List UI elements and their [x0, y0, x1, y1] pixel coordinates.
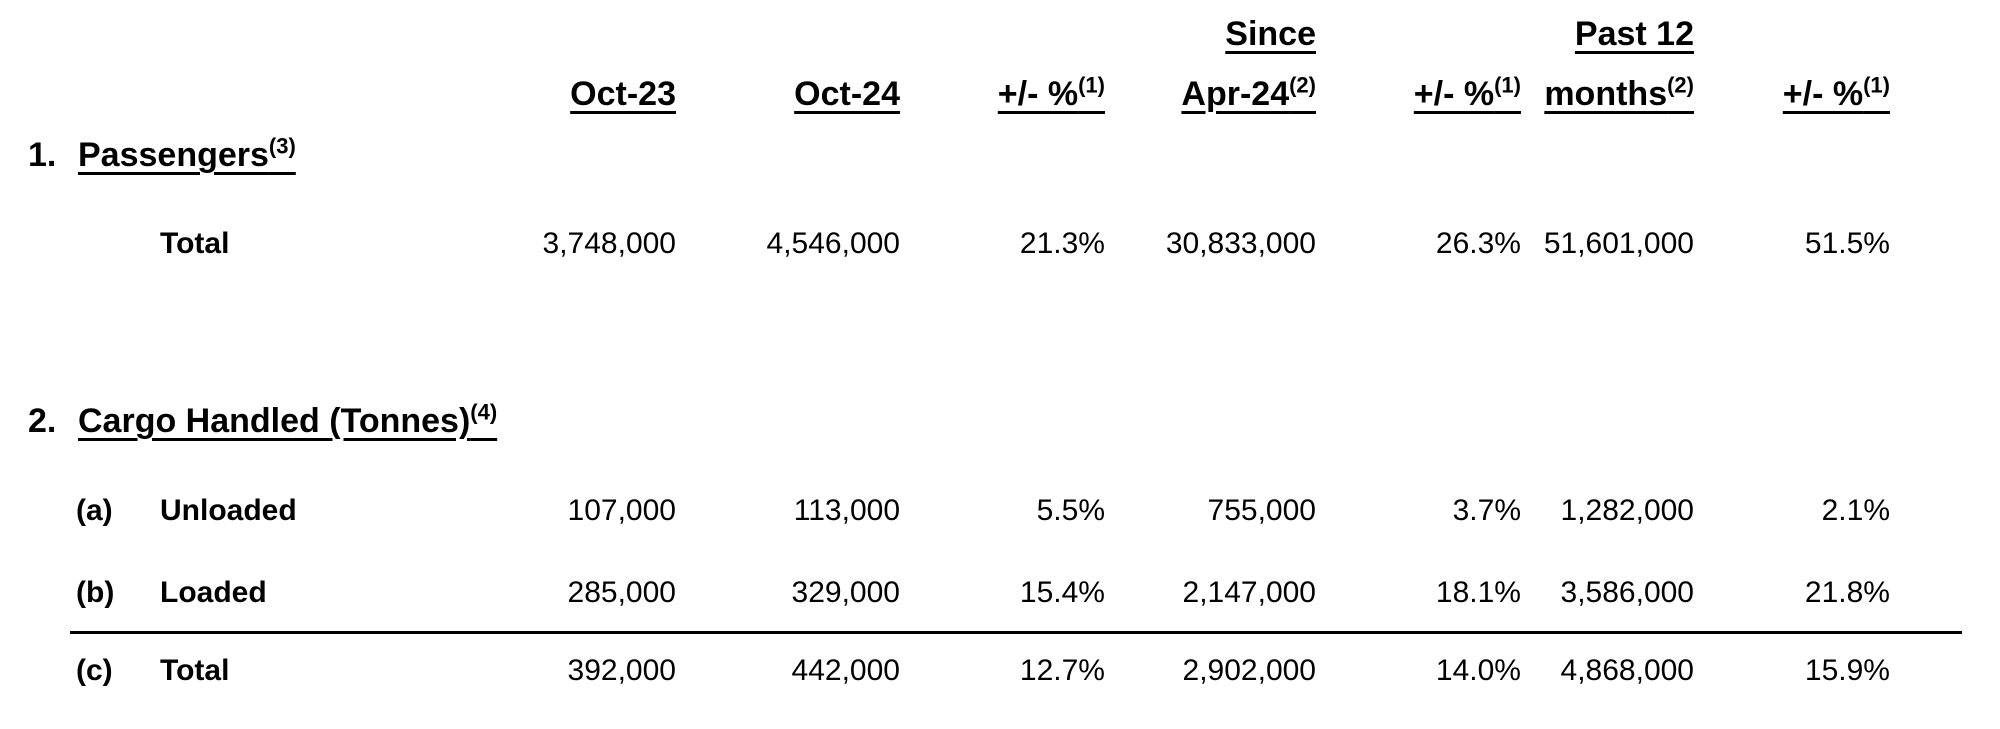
header-since-line1: Since — [1225, 15, 1316, 53]
header-change3-note: (1) — [1863, 72, 1890, 98]
section1-title: Passengers(3) — [78, 133, 296, 174]
cell-past12: 4,868,000 — [1560, 654, 1694, 687]
cell-oct23: 392,000 — [567, 654, 676, 687]
cell-since-apr24: 755,000 — [1207, 494, 1316, 527]
header-past12-note: (2) — [1667, 72, 1694, 98]
cell-change1: 15.4% — [1019, 576, 1105, 609]
header-change2: +/- %(1) — [1413, 72, 1521, 113]
total-divider — [70, 631, 1962, 634]
cell-oct23: 285,000 — [567, 576, 676, 609]
row-prefix: (b) — [76, 576, 115, 609]
section1-note: (3) — [268, 133, 296, 159]
header-change1-note: (1) — [1078, 72, 1105, 98]
cell-since-apr24: 2,902,000 — [1182, 654, 1316, 687]
header-past12-line1: Past 12 — [1574, 15, 1694, 53]
row-label: Total — [160, 227, 230, 260]
section2-number: 2. — [28, 402, 57, 440]
cell-oct24: 4,546,000 — [766, 227, 900, 260]
header-oct23: Oct-23 — [570, 75, 676, 113]
row-label: Unloaded — [160, 494, 297, 527]
header-change1: +/- %(1) — [997, 72, 1105, 113]
cell-change1: 12.7% — [1019, 654, 1105, 687]
cell-oct23: 3,748,000 — [542, 227, 676, 260]
cell-change1: 5.5% — [1036, 494, 1105, 527]
cell-since-apr24: 2,147,000 — [1182, 576, 1316, 609]
cell-change2: 18.1% — [1435, 576, 1521, 609]
cell-oct24: 113,000 — [793, 494, 900, 527]
header-past12-line2: months(2) — [1544, 72, 1694, 113]
header-change2-note: (1) — [1494, 72, 1521, 98]
section1-number: 1. — [28, 136, 57, 174]
header-since-line2: Apr-24(2) — [1181, 72, 1316, 113]
cell-change2: 14.0% — [1435, 654, 1521, 687]
cell-change2: 3.7% — [1452, 494, 1521, 527]
row-prefix: (c) — [76, 654, 113, 687]
cell-past12: 1,282,000 — [1560, 494, 1694, 527]
row-prefix: (a) — [76, 494, 113, 527]
cell-oct24: 329,000 — [791, 576, 900, 609]
header-oct24: Oct-24 — [794, 75, 900, 113]
cell-oct23: 107,000 — [567, 494, 676, 527]
cell-change2: 26.3% — [1435, 227, 1521, 260]
cell-past12: 3,586,000 — [1560, 576, 1694, 609]
cell-change3: 21.8% — [1804, 576, 1890, 609]
cell-change3: 51.5% — [1804, 227, 1890, 260]
section2-note: (4) — [470, 399, 498, 425]
cell-change1: 21.3% — [1019, 227, 1105, 260]
cell-oct24: 442,000 — [791, 654, 900, 687]
row-label: Loaded — [160, 576, 267, 609]
header-since-note: (2) — [1289, 72, 1316, 98]
cell-change3: 2.1% — [1821, 494, 1890, 527]
section2-title: Cargo Handled (Tonnes)(4) — [78, 399, 498, 440]
row-label: Total — [160, 654, 230, 687]
cell-since-apr24: 30,833,000 — [1165, 227, 1316, 260]
cell-change3: 15.9% — [1804, 654, 1890, 687]
header-change3: +/- %(1) — [1782, 72, 1890, 113]
cell-past12: 51,601,000 — [1543, 227, 1694, 260]
